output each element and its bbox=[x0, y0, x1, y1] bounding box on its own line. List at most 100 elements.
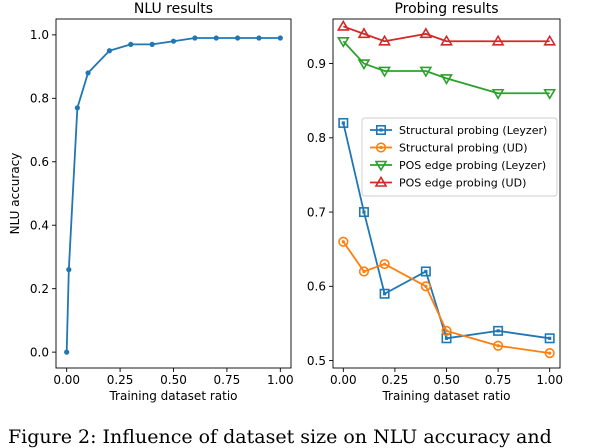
data-point bbox=[192, 35, 198, 41]
data-point bbox=[338, 236, 349, 247]
chart-panel-1: NLU results 0.00 0.25 0.50 0.75 1.00 0.0 0.2 0.4… bbox=[8, 1, 294, 403]
plot-frame bbox=[332, 18, 561, 369]
series-line-3 bbox=[342, 40, 550, 95]
data-point bbox=[149, 41, 155, 47]
legend-label: Structural probing (UD) bbox=[399, 142, 528, 155]
data-point bbox=[336, 36, 350, 48]
data-point bbox=[491, 34, 505, 46]
data-point bbox=[74, 105, 80, 111]
plot-frame bbox=[55, 18, 292, 369]
data-point-core bbox=[496, 344, 500, 348]
data-point bbox=[128, 41, 134, 47]
legend-label: POS edge probing (Leyzer) bbox=[399, 159, 546, 172]
data-point-core bbox=[341, 121, 345, 125]
data-point-core bbox=[424, 284, 428, 288]
data-point bbox=[234, 35, 241, 41]
data-point-core bbox=[548, 336, 552, 340]
x-tick-label: 0.25 bbox=[107, 373, 134, 387]
x-axis-label: Training dataset ratio bbox=[108, 389, 237, 403]
data-point bbox=[336, 19, 350, 31]
y-tick-label: 0.5 bbox=[307, 354, 326, 368]
data-point bbox=[85, 70, 91, 76]
data-point bbox=[544, 348, 555, 359]
data-point-core bbox=[444, 336, 449, 340]
legend-label: POS edge probing (UD) bbox=[399, 177, 526, 190]
data-point bbox=[379, 258, 390, 270]
data-point-core bbox=[382, 262, 387, 266]
series-line-1 bbox=[65, 37, 281, 353]
y-tick-label: 0.9 bbox=[307, 57, 326, 71]
y-tick-label: 0.8 bbox=[30, 92, 49, 106]
legend-marker bbox=[375, 125, 386, 136]
data-point bbox=[440, 74, 453, 85]
data-point bbox=[420, 281, 431, 292]
data-point bbox=[441, 325, 452, 336]
x-tick-label: 0.75 bbox=[214, 373, 241, 387]
data-point bbox=[543, 88, 557, 100]
data-point bbox=[64, 349, 70, 355]
y-tick-label: 0.7 bbox=[307, 205, 326, 219]
figure: NLU results 0.00 0.25 0.50 0.75 1.00 0.0 0.2 0.4… bbox=[8, 1, 563, 403]
x-tick-label: 0.50 bbox=[433, 373, 460, 387]
figure-caption: Figure 2: Influence of dataset size on N… bbox=[8, 426, 552, 448]
data-point bbox=[277, 35, 283, 41]
legend-marker-core bbox=[379, 145, 383, 150]
data-point bbox=[170, 38, 177, 44]
y-tick-label: 0.6 bbox=[30, 155, 49, 169]
series-line-4 bbox=[343, 25, 550, 43]
data-point bbox=[66, 267, 72, 273]
legend-label: Structural probing (Leyzer) bbox=[399, 124, 547, 137]
data-point-core bbox=[444, 329, 449, 333]
data-point bbox=[379, 288, 390, 299]
y-tick-label: 0.4 bbox=[30, 219, 49, 233]
x-tick-label: 0.00 bbox=[53, 373, 80, 387]
data-point-core bbox=[424, 269, 428, 274]
x-axis-label: Training dataset ratio bbox=[381, 389, 510, 403]
data-point-core bbox=[341, 240, 345, 244]
legend-marker bbox=[375, 142, 387, 153]
x-tick-label: 0.75 bbox=[485, 373, 512, 387]
data-point bbox=[378, 34, 391, 46]
data-point bbox=[493, 325, 504, 336]
legend-marker bbox=[374, 175, 388, 187]
y-axis-label: NLU accuracy bbox=[8, 153, 22, 235]
y-tick-label: 0.8 bbox=[307, 131, 326, 145]
chart-title: NLU results bbox=[134, 1, 213, 17]
x-tick-label: 0.25 bbox=[382, 373, 409, 387]
x-tick-label: 0.00 bbox=[330, 373, 357, 387]
data-point bbox=[357, 59, 371, 71]
data-point bbox=[419, 66, 433, 78]
y-tick-label: 0.2 bbox=[30, 282, 49, 296]
data-point-core bbox=[548, 351, 552, 355]
data-point bbox=[419, 27, 433, 39]
legend-marker bbox=[374, 160, 388, 172]
y-tick-label: 1.0 bbox=[30, 28, 49, 42]
legend: Structural probing (Leyzer) Structural pr… bbox=[361, 117, 558, 197]
data-point bbox=[441, 333, 452, 344]
data-point bbox=[420, 266, 431, 277]
data-point bbox=[491, 88, 505, 100]
data-point bbox=[358, 207, 369, 218]
data-point bbox=[492, 340, 504, 351]
chart-panel-2: Probing results 0.00 0.25 0.50 0.75 1.00 0.5 0.… bbox=[307, 1, 563, 403]
x-tick-label: 0.50 bbox=[160, 373, 187, 387]
data-point bbox=[256, 35, 262, 41]
data-point bbox=[213, 35, 219, 41]
data-point-core bbox=[362, 210, 366, 214]
data-point bbox=[544, 333, 555, 344]
legend-marker-core bbox=[379, 128, 383, 132]
data-point-core bbox=[362, 269, 366, 274]
data-point bbox=[543, 34, 557, 46]
chart-title: Probing results bbox=[394, 1, 498, 17]
data-point bbox=[338, 117, 349, 128]
y-tick-label: 0.6 bbox=[307, 280, 326, 294]
data-point bbox=[357, 27, 371, 39]
data-point-core bbox=[496, 329, 500, 333]
x-tick-label: 1.00 bbox=[536, 373, 563, 387]
y-tick-label: 0.0 bbox=[30, 345, 49, 359]
legend-box bbox=[361, 117, 558, 197]
data-point bbox=[106, 48, 113, 54]
data-point bbox=[378, 66, 391, 78]
data-point bbox=[358, 266, 370, 277]
x-tick-label: 1.00 bbox=[267, 373, 294, 387]
